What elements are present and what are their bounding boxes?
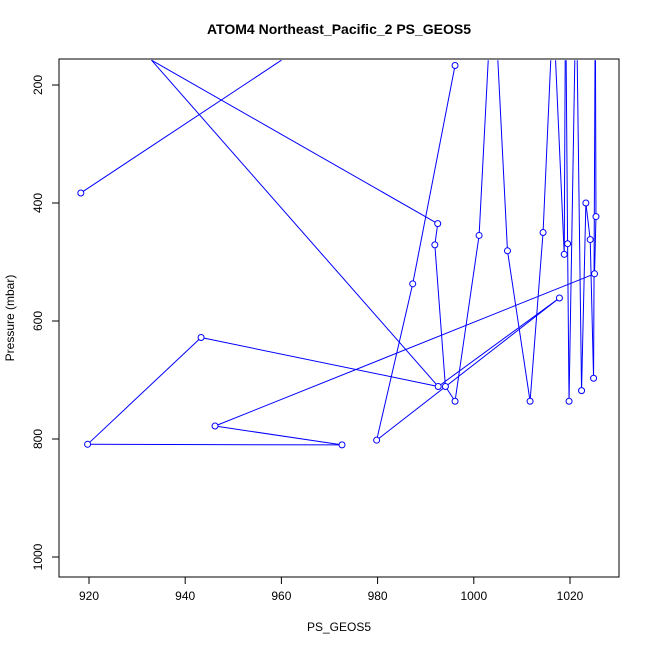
plot-frame (58, 58, 620, 578)
series-segment (412, 65, 456, 284)
series-segment (200, 337, 439, 387)
data-point (451, 62, 459, 70)
data-point (338, 441, 346, 449)
x-axis: 920 940 960 980 1000 1020 (79, 576, 584, 603)
x-tick-label: 980 (368, 589, 388, 603)
series-segment (497, 60, 508, 251)
series-segment (529, 232, 544, 402)
data-point (586, 236, 594, 244)
series-segment (565, 60, 569, 244)
data-point (590, 374, 598, 382)
chart-title: ATOM4 Northeast_Pacific_2 PS_GEOS5 (207, 21, 471, 37)
series-segment (506, 250, 531, 402)
data-point (373, 436, 381, 444)
x-tick-label: 1000 (460, 589, 487, 603)
y-tick-label: 400 (31, 193, 45, 213)
data-point (197, 334, 205, 342)
x-tick-label: 920 (79, 589, 99, 603)
data-point (591, 270, 599, 278)
series-segment (555, 60, 565, 255)
data-point (409, 280, 417, 288)
series-segment (214, 273, 595, 427)
data-point (560, 250, 568, 258)
data-point (565, 397, 573, 405)
series-segment (568, 60, 576, 402)
y-axis: 200 400 600 800 1000 (31, 75, 60, 570)
data-point (434, 382, 442, 390)
series-segment (594, 216, 597, 274)
y-tick-label: 800 (31, 429, 45, 449)
series-segment (434, 223, 439, 245)
series-segment (581, 202, 587, 391)
series-segment (567, 243, 570, 402)
series-segment (376, 283, 414, 441)
series-segment (589, 239, 595, 379)
series-points (77, 62, 600, 449)
series-segment (434, 244, 446, 387)
y-tick-label: 200 (31, 75, 45, 95)
series-segment (454, 235, 480, 402)
x-tick-label: 940 (175, 589, 195, 603)
series-segment (437, 297, 560, 387)
series-segment (151, 59, 438, 225)
data-point (451, 397, 459, 405)
series-segment (542, 60, 552, 233)
data-point (555, 294, 563, 302)
data-point (211, 422, 219, 430)
series-segment (478, 60, 489, 236)
data-point (84, 440, 92, 448)
data-point (592, 213, 600, 221)
data-point (539, 229, 547, 236)
series-segment (151, 59, 439, 387)
data-point (475, 231, 483, 239)
data-point (578, 387, 586, 395)
series-segment (80, 59, 282, 194)
data-point (77, 189, 85, 197)
x-tick-label: 1020 (557, 589, 584, 603)
y-axis-label: Pressure (mbar) (3, 275, 17, 362)
x-tick-label: 960 (271, 589, 291, 603)
data-point (441, 382, 449, 390)
data-point (564, 240, 572, 248)
y-tick-label: 600 (31, 311, 45, 331)
series-segment (214, 425, 343, 446)
data-point (434, 220, 442, 228)
series-segment (87, 443, 343, 446)
data-point (582, 199, 590, 207)
x-axis-label: PS_GEOS5 (307, 620, 371, 634)
series-segment (376, 297, 560, 441)
series-segment (585, 202, 591, 240)
y-tick-label: 1000 (31, 543, 45, 570)
series-lines (80, 59, 597, 446)
series-segment (87, 337, 202, 445)
series-segment (563, 60, 566, 255)
series-segment (576, 60, 583, 391)
data-point (431, 241, 439, 249)
data-point (526, 397, 534, 405)
data-point (503, 247, 511, 255)
